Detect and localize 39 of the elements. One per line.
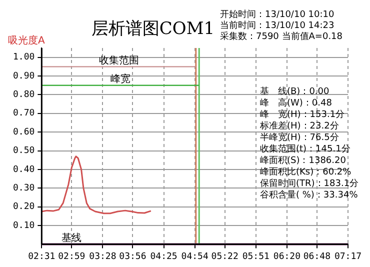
text: 采集数：7590 当前值A=0.18 — [220, 30, 343, 42]
ref-line-label: 基线 — [62, 232, 82, 244]
y-tick-label: 0.60 — [12, 127, 35, 138]
series-label: 峰宽 — [110, 72, 130, 85]
y-tick-label: 0.50 — [12, 146, 35, 156]
x-tick-label: 03:56 — [119, 252, 146, 262]
annotation: 半峰宽(H)：76.5分 — [260, 132, 339, 143]
x-tick-label: 06:48 — [303, 252, 330, 262]
y-tick-label: 0.10 — [12, 220, 35, 231]
series-label: 收集范围 — [98, 54, 139, 66]
y-tick-label: 1.00 — [12, 52, 35, 63]
annotation: 峰面积(S)：1386.20 — [260, 154, 346, 166]
annotation: 峰 宽(H)：153.1分 — [260, 108, 345, 120]
annotation: 收集范围(t)：145.1分 — [260, 143, 350, 154]
annotation: 谷积含量( %)：33.34% — [260, 189, 358, 200]
x-tick-label: 05:51 — [242, 252, 270, 262]
annotation: 基 线(B)：0.00 — [260, 86, 330, 97]
annotation: 峰 高(W)：0.48 — [260, 97, 332, 108]
x-tick-label: 03:28 — [89, 252, 116, 262]
x-tick-label: 04:25 — [150, 252, 178, 262]
text: 开始时间：13/10/10 10:10 — [220, 8, 334, 20]
y-tick-label: 0.70 — [12, 108, 35, 119]
x-tick-label: 02:59 — [58, 252, 86, 262]
y-tick-label: 0.30 — [12, 183, 35, 194]
x-tick-label: 02:31 — [28, 252, 56, 262]
y-tick-label: 0.80 — [12, 90, 35, 100]
y-axis-title: 吸光度A — [8, 34, 45, 47]
x-tick-label: 07:17 — [334, 252, 362, 262]
y-tick-label: 0.90 — [12, 71, 35, 82]
x-tick-label: 06:20 — [273, 252, 300, 262]
annotation: 峰面积比(Ks)：60.2% — [260, 166, 352, 178]
annotation: 保留时间(TR)：183.1分 — [260, 178, 359, 189]
x-tick-label: 05:22 — [211, 252, 238, 262]
y-tick-label: 0.40 — [12, 164, 35, 175]
annotation: 标准差(H)：23.2分 — [259, 120, 339, 132]
text: 当前时间：13/10/10 14:23 — [220, 20, 334, 31]
y-tick-label: 0.20 — [12, 202, 35, 212]
x-tick-label: 04:54 — [181, 252, 208, 262]
chart-title: 层析谱图COM1 — [91, 18, 215, 39]
